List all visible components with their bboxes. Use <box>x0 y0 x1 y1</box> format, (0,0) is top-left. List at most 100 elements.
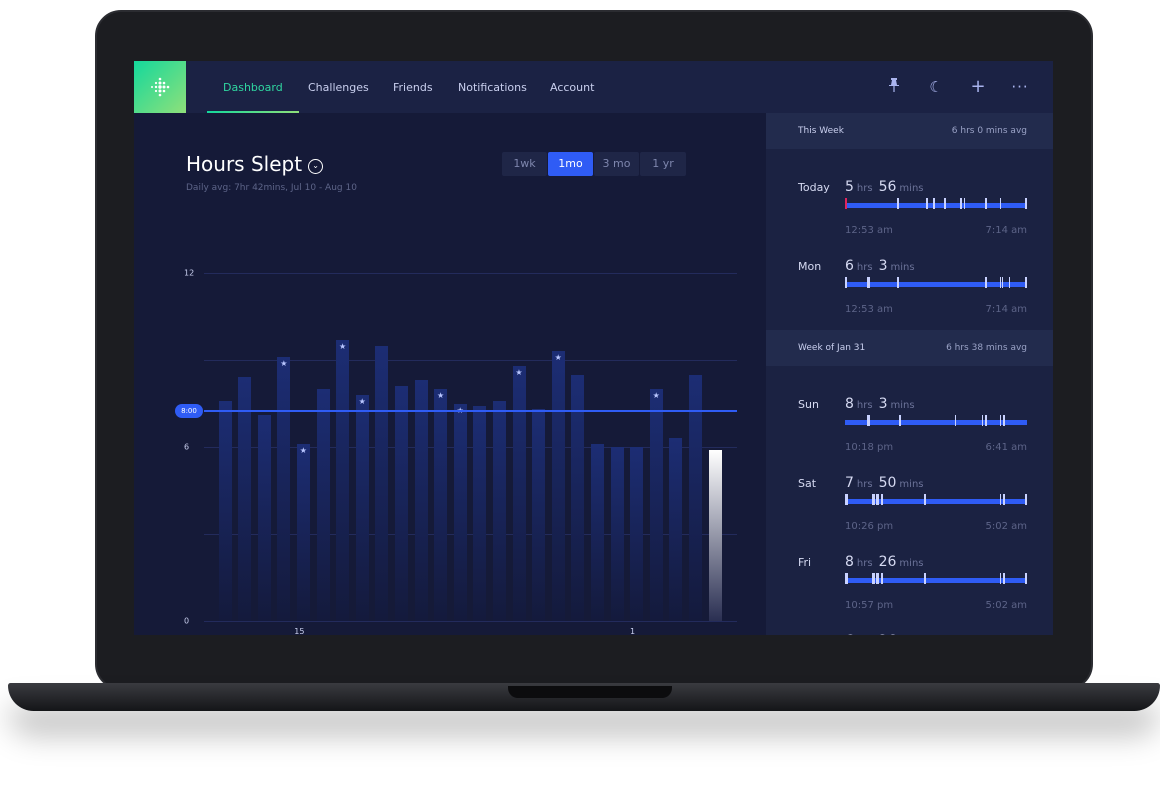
sleep-duration: 7 hrs 50 mins <box>845 475 930 491</box>
bar[interactable] <box>394 386 408 621</box>
wake-marker <box>897 198 899 209</box>
tab-notifications[interactable]: Notifications <box>458 81 527 94</box>
wake-marker <box>1025 573 1027 584</box>
wake-marker <box>924 573 926 584</box>
range-1yr[interactable]: 1 yr <box>640 152 686 176</box>
day-label: Mon <box>798 260 822 273</box>
bar[interactable] <box>414 380 428 621</box>
pin-icon[interactable] <box>885 78 903 96</box>
bar[interactable]: ★ <box>296 444 310 621</box>
wake-marker <box>960 198 962 209</box>
wake-marker <box>963 198 966 209</box>
gridline <box>204 273 737 274</box>
hours-value: 8 <box>845 396 854 412</box>
sleep-duration: 8 hrs 26 mins <box>845 554 930 570</box>
wake-marker <box>872 494 874 505</box>
bar-today[interactable] <box>708 449 722 621</box>
range-3mo[interactable]: 3 mo <box>594 152 639 176</box>
sleep-timeline-bar[interactable] <box>845 415 1027 426</box>
bar[interactable]: ★ <box>434 389 448 621</box>
range-1wk[interactable]: 1wk <box>502 152 547 176</box>
hours-unit: hrs <box>856 262 873 273</box>
bar[interactable] <box>571 374 585 621</box>
bar[interactable] <box>218 400 232 621</box>
wake-marker <box>846 573 849 584</box>
moon-icon[interactable]: ☾ <box>929 78 943 96</box>
bar[interactable] <box>257 415 271 621</box>
minutes-value: 26 <box>879 633 897 635</box>
y-tick-label: 12 <box>184 268 195 278</box>
plus-icon[interactable]: + <box>970 76 986 97</box>
wake-marker-start <box>845 198 847 209</box>
star-icon: ★ <box>299 446 307 456</box>
sleep-timeline-bar[interactable] <box>845 573 1027 584</box>
fitbit-logo[interactable] <box>134 61 186 113</box>
bar[interactable] <box>473 406 487 621</box>
fitbit-dots-icon <box>151 77 170 97</box>
minutes-value: 50 <box>878 475 897 491</box>
minutes-unit: mins <box>899 183 924 194</box>
wake-marker <box>944 198 946 209</box>
hours-value: 7 <box>845 475 854 491</box>
sleep-duration: 5 hrs 56 mins <box>845 179 930 195</box>
week-average: 6 hrs 38 mins avg <box>946 343 1027 353</box>
bar[interactable] <box>375 345 389 621</box>
bar[interactable] <box>316 389 330 621</box>
wake-marker <box>875 494 878 505</box>
range-1mo[interactable]: 1mo <box>548 152 593 176</box>
tab-dashboard[interactable]: Dashboard <box>207 61 299 113</box>
bar[interactable] <box>669 438 683 621</box>
wake-marker <box>981 415 984 426</box>
bar[interactable]: ★ <box>551 351 565 621</box>
sleep-end-time: 6:41 am <box>985 442 1027 453</box>
minutes-unit: mins <box>890 262 915 273</box>
bar[interactable] <box>590 444 604 621</box>
chevron-down-icon[interactable]: ⌄ <box>308 159 324 174</box>
bar[interactable]: ★ <box>277 357 291 621</box>
week-header: This Week 6 hrs 0 mins avg <box>766 113 1053 149</box>
wake-marker <box>954 415 957 426</box>
bar[interactable]: ★ <box>336 339 350 621</box>
minutes-unit: mins <box>899 558 924 569</box>
wake-marker <box>999 277 1002 288</box>
more-icon[interactable]: ··· <box>1011 78 1029 96</box>
bar[interactable]: ★ <box>355 394 369 621</box>
sleep-start-time: 12:53 am <box>845 225 893 236</box>
app-screen: Dashboard Challenges Friends Notificatio… <box>134 61 1053 635</box>
star-icon: ★ <box>554 353 562 363</box>
wake-marker <box>897 277 899 288</box>
bar[interactable] <box>238 377 252 621</box>
wake-marker <box>866 415 869 426</box>
wake-marker <box>1025 494 1027 505</box>
gridline <box>204 621 737 622</box>
hours-unit: hrs <box>856 558 873 569</box>
star-icon: ★ <box>358 396 366 406</box>
sleep-timeline-bar[interactable] <box>845 494 1027 505</box>
sleep-start-time: 12:53 am <box>845 304 893 315</box>
sleep-duration: 6 hrs 3 mins <box>845 258 921 274</box>
sleep-timeline-bar[interactable] <box>845 277 1027 288</box>
wake-marker <box>845 277 847 288</box>
bar[interactable]: ★ <box>453 403 467 621</box>
tab-account[interactable]: Account <box>550 81 595 94</box>
star-icon: ★ <box>515 367 523 377</box>
bar[interactable] <box>630 447 644 621</box>
bar[interactable]: ★ <box>512 365 526 621</box>
goal-label[interactable]: 8:00 <box>175 403 203 418</box>
bar[interactable] <box>610 447 624 621</box>
bar[interactable] <box>688 374 702 621</box>
wake-marker <box>1003 415 1005 426</box>
bar[interactable] <box>532 409 546 621</box>
tab-friends[interactable]: Friends <box>393 81 433 94</box>
sleep-timeline-bar[interactable] <box>845 198 1027 209</box>
x-tick-label: 15 <box>294 627 305 635</box>
tab-challenges[interactable]: Challenges <box>308 81 369 94</box>
laptop-notch <box>508 686 672 698</box>
bar[interactable]: ★ <box>649 389 663 621</box>
wake-marker <box>933 198 935 209</box>
week-title: This Week <box>798 126 844 136</box>
week-title: Week of Jan 31 <box>798 343 866 353</box>
title-text: Hours Slept <box>186 152 303 176</box>
wake-marker <box>845 573 847 584</box>
bar[interactable] <box>492 400 506 621</box>
